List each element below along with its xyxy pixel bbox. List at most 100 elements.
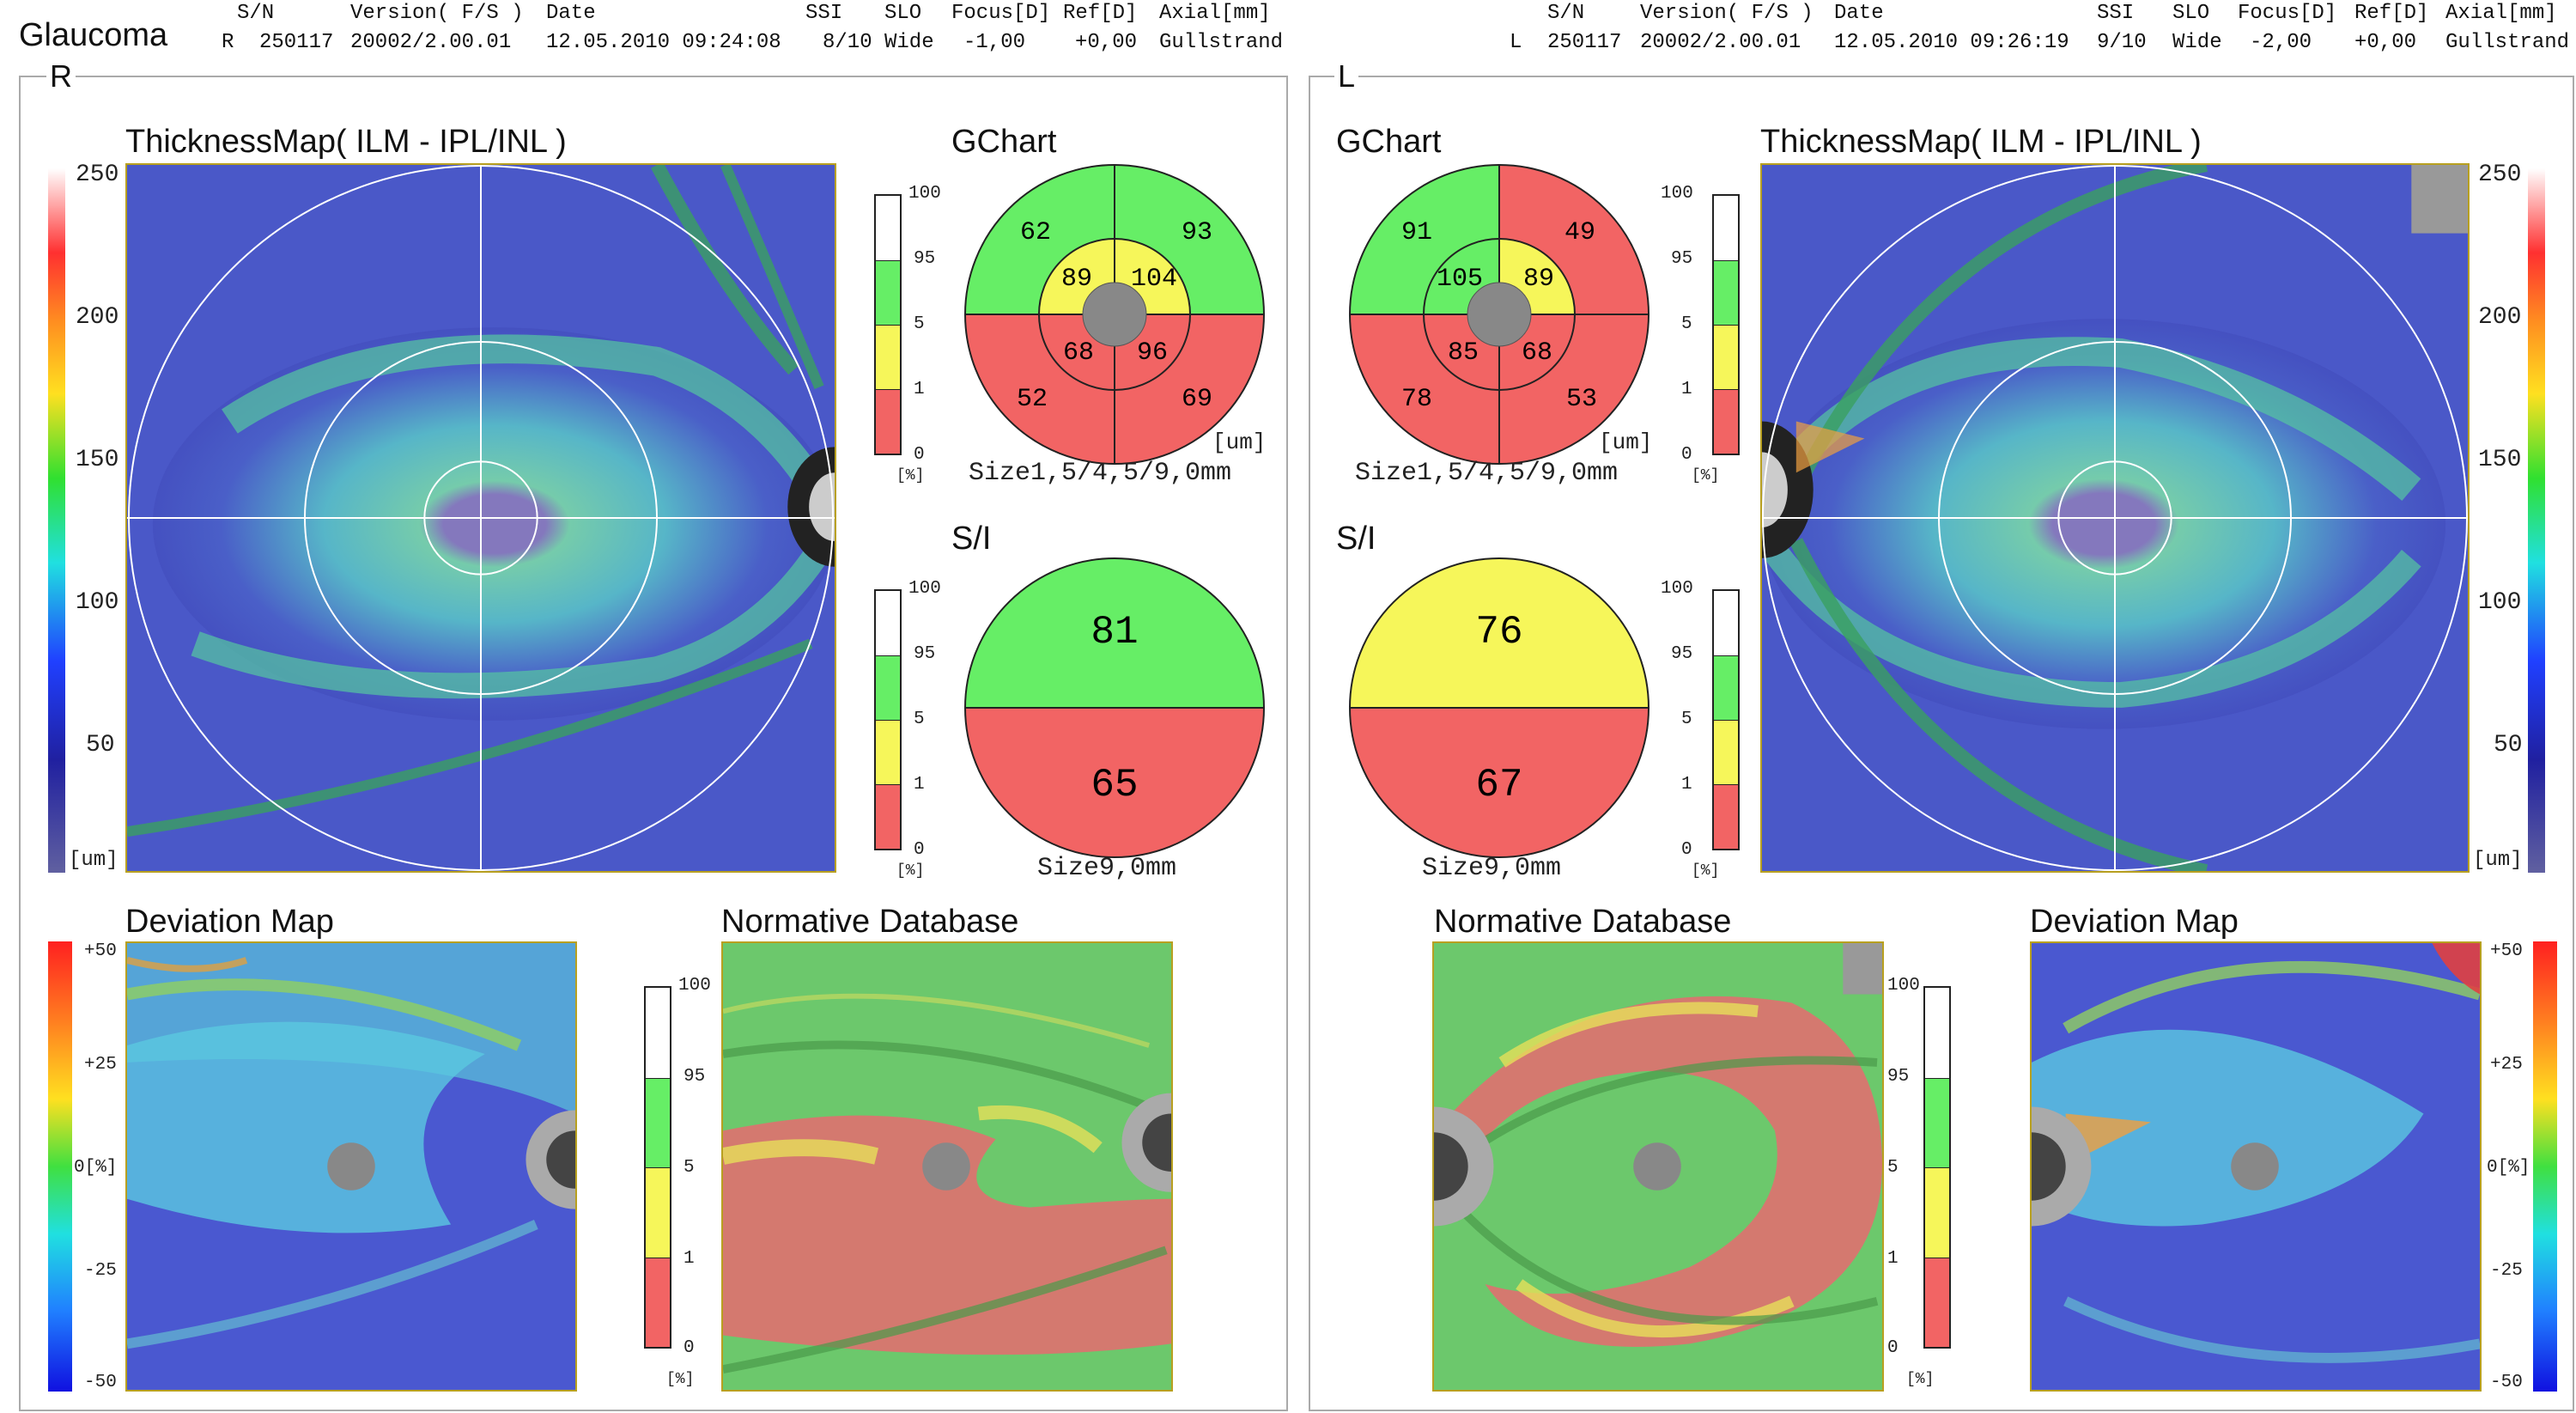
header-col-ssi: SSI [2097, 2, 2135, 25]
header-ssi: 9/10 [2097, 31, 2147, 54]
thickness-scale-50: 50 [86, 732, 115, 758]
pct-scale-5: 5 [1681, 314, 1692, 334]
gchart-value-outer-ti: 53 [1566, 385, 1597, 414]
pct-unit: [%] [1692, 862, 1720, 880]
gchart-value-outer-ns: 91 [1401, 218, 1432, 247]
gchart-unit: [um] [1212, 429, 1267, 455]
left-eye-label: L [1334, 58, 1359, 94]
gchart-value-inner-ni: 85 [1448, 338, 1479, 368]
pct-unit: [%] [896, 862, 925, 880]
pct-unit: [%] [896, 467, 925, 484]
header-date: 12.05.2010 09:26:19 [1834, 31, 2069, 54]
gchart-title: GChart [951, 124, 1057, 160]
thickness-scale-250: 250 [2478, 161, 2522, 188]
deviation-scale-minus25: -25 [2490, 1261, 2523, 1281]
header-col-ref: Ref[D] [2354, 2, 2429, 25]
gchart-value-inner-ti: 68 [1522, 338, 1552, 368]
header-axial: Gullstrand [1159, 31, 1284, 54]
si-size: Size9,0mm [1037, 854, 1177, 883]
header-focus: -1,00 [963, 31, 1026, 54]
deviation-scale-minus50: -50 [2490, 1373, 2523, 1392]
pct-scale-1: 1 [914, 380, 925, 399]
si-size: Size9,0mm [1422, 854, 1562, 883]
normative-percentile-bar [644, 986, 671, 1349]
header-eye: R [222, 31, 234, 54]
gchart-value-outer-ts: 49 [1564, 218, 1595, 247]
normative-percentile-bar [1923, 986, 1951, 1349]
si-diagram: 76 67 [1349, 557, 1649, 858]
gchart-value-inner-ni: 96 [1137, 338, 1168, 368]
right-eye-panel [19, 76, 1288, 1411]
pct-scale-100: 100 [1661, 579, 1693, 599]
si-title: S/I [951, 521, 992, 557]
header-focus: -2,00 [2250, 31, 2312, 54]
pct-scale-5: 5 [1681, 710, 1692, 729]
header-slo: Wide [2172, 31, 2222, 54]
pct-scale-5: 5 [914, 710, 925, 729]
thickness-scale-50: 50 [2494, 732, 2523, 758]
gchart-diagram: 62 93 52 69 89 104 68 96 [964, 164, 1265, 465]
pct-scale-95: 95 [683, 1067, 706, 1087]
gchart-percentile-bar [1712, 194, 1740, 455]
pct-scale-100: 100 [1661, 184, 1693, 204]
header-col-focus: Focus[D] [2238, 2, 2337, 25]
header-col-slo: SLO [884, 2, 922, 25]
deviation-scale-plus25: +25 [2490, 1055, 2523, 1075]
gchart-value-inner-ts: 89 [1061, 265, 1092, 294]
header-col-sn: S/N [237, 2, 275, 25]
gchart-unit: [um] [1599, 429, 1653, 455]
thickness-scale-150: 150 [2478, 447, 2522, 473]
deviation-map-title: Deviation Map [125, 904, 334, 940]
si-inferior-half [1350, 708, 1649, 857]
deviation-scale-minus50: -50 [84, 1373, 117, 1392]
si-superior-half [1350, 558, 1649, 708]
normative-database-image [1432, 941, 1884, 1392]
deviation-scale-zero: 0[%] [74, 1158, 118, 1178]
fovea-dot-icon [1467, 282, 1532, 347]
fovea-dot-icon [327, 1142, 375, 1191]
header-axial: Gullstrand [2445, 31, 2570, 54]
header-col-version: Version( F/S ) [350, 2, 524, 25]
pct-scale-1: 1 [683, 1249, 695, 1269]
header-date: 12.05.2010 09:24:08 [546, 31, 781, 54]
thickness-scale-200: 200 [2478, 304, 2522, 331]
thickness-colorbar [2528, 168, 2545, 873]
pct-scale-5: 5 [914, 314, 925, 334]
header-col-ref: Ref[D] [1063, 2, 1138, 25]
thickness-unit: [um] [69, 849, 118, 872]
header-col-ssi: SSI [805, 2, 843, 25]
pct-unit: [%] [666, 1371, 695, 1388]
pct-scale-0: 0 [1681, 840, 1692, 860]
header-sn: 250117 [1547, 31, 1622, 54]
gchart-percentile-bar [874, 194, 902, 455]
gchart-title: GChart [1336, 124, 1442, 160]
pct-scale-95: 95 [1671, 644, 1693, 664]
thickness-map-title: ThicknessMap( ILM - IPL/INL ) [125, 124, 567, 160]
gchart-value-outer-ti: 52 [1017, 385, 1048, 414]
header-sn: 250117 [259, 31, 334, 54]
fovea-dot-icon [1082, 282, 1147, 347]
pct-scale-100: 100 [908, 579, 941, 599]
fovea-dot-icon [1633, 1142, 1681, 1191]
left-eye-panel [1309, 76, 2574, 1411]
header-col-sn: S/N [1547, 2, 1585, 25]
header-col-date: Date [546, 2, 596, 25]
normative-database-image [721, 941, 1173, 1392]
gchart-value-inner-ts: 89 [1523, 265, 1554, 294]
header-col-axial: Axial[mm] [1159, 2, 1271, 25]
pct-scale-100: 100 [1887, 976, 1920, 996]
deviation-colorbar [2533, 941, 2557, 1392]
deviation-map-image [125, 941, 577, 1392]
deviation-scale-plus25: +25 [84, 1055, 117, 1075]
gchart-diagram: 91 49 78 53 105 89 85 68 [1349, 164, 1649, 465]
thickness-map-image [1760, 163, 2470, 873]
normative-database-title: Normative Database [721, 904, 1019, 940]
si-value-inferior: 67 [1475, 763, 1522, 807]
deviation-scale-plus50: +50 [84, 941, 117, 961]
deviation-map-image [2030, 941, 2482, 1392]
pct-scale-95: 95 [914, 644, 936, 664]
pct-scale-100: 100 [678, 976, 711, 996]
pct-scale-5: 5 [683, 1158, 695, 1178]
header-col-axial: Axial[mm] [2445, 2, 2557, 25]
normative-database-title: Normative Database [1434, 904, 1732, 940]
